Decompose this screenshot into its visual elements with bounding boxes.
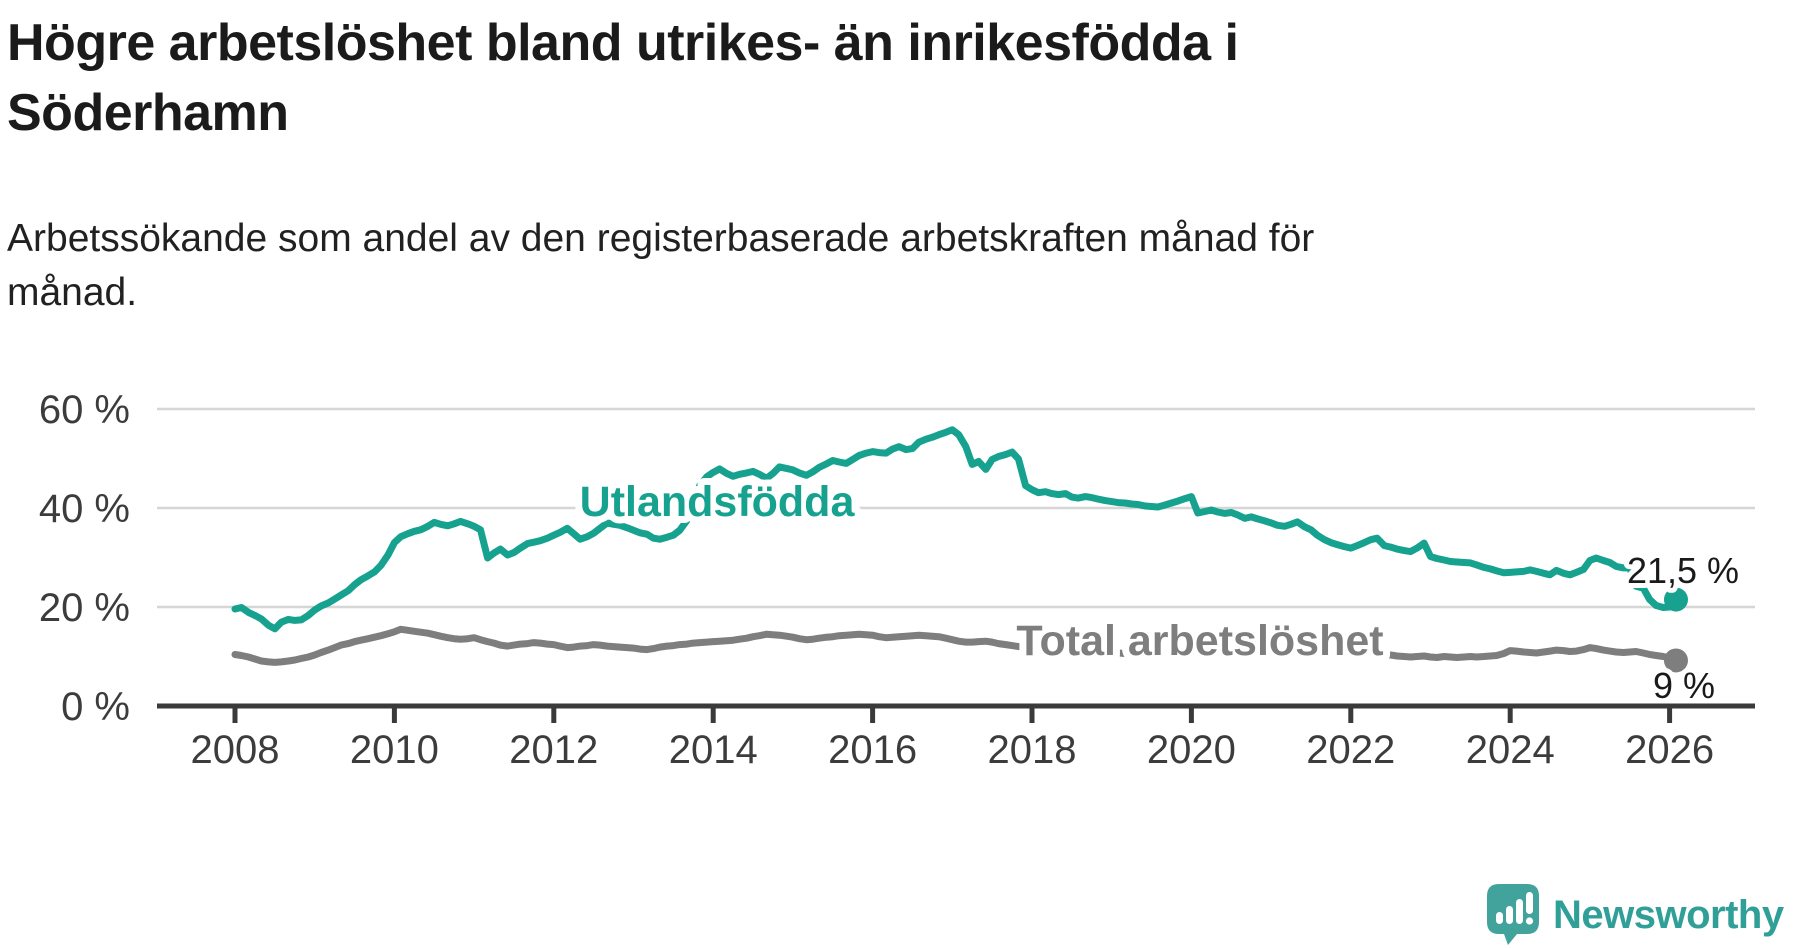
- newsworthy-logo-icon: [1487, 884, 1539, 945]
- chart-subtitle: Arbetssökande som andel av den registerb…: [7, 212, 1314, 320]
- title-line-2: Söderhamn: [7, 84, 289, 142]
- series-end-dot-utlandsfodda: [1663, 587, 1688, 612]
- x-tick-label-2022: 2022: [1306, 728, 1395, 772]
- subtitle-line-1: Arbetssökande som andel av den registerb…: [7, 217, 1315, 260]
- x-tick-label-2026: 2026: [1625, 728, 1714, 772]
- bar-3: [1516, 899, 1523, 924]
- x-tick-label-2012: 2012: [509, 728, 598, 772]
- exclamation-dot: [1525, 917, 1534, 925]
- x-tick-label-2008: 2008: [191, 728, 280, 772]
- bar-2: [1506, 906, 1513, 924]
- newsworthy-logo: Newsworthy: [1487, 884, 1784, 946]
- series-end-dot-total: [1663, 648, 1688, 673]
- series-line-total: [231, 625, 1680, 666]
- x-tick-label-2010: 2010: [350, 728, 439, 772]
- y-tick-label-0: 0 %: [61, 685, 130, 729]
- x-tick-label-2024: 2024: [1466, 728, 1555, 772]
- series-label-utlandsfodda: Utlandsfödda: [580, 478, 856, 526]
- title-line-1: Högre arbetslöshet bland utrikes- än inr…: [7, 14, 1239, 72]
- value-label-utlandsfodda: 21,5 %: [1627, 550, 1739, 591]
- series-label-total: Total arbetslöshet: [1016, 617, 1383, 665]
- bar-1: [1496, 912, 1503, 924]
- x-tick-label-2020: 2020: [1147, 728, 1236, 772]
- value-label-total: 9 %: [1653, 665, 1715, 706]
- page-title: Högre arbetslöshet bland utrikes- än inr…: [7, 8, 1239, 148]
- series-line-utlandsfodda: [231, 426, 1680, 633]
- exclamation-bar: [1526, 892, 1533, 914]
- y-tick-label-60: 60 %: [39, 388, 130, 432]
- y-tick-label-40: 40 %: [39, 487, 130, 531]
- y-tick-label-20: 20 %: [39, 586, 130, 630]
- x-tick-label-2016: 2016: [828, 728, 917, 772]
- subtitle-line-2: månad.: [7, 271, 138, 314]
- newsworthy-logo-text: Newsworthy: [1553, 893, 1784, 937]
- x-tick-label-2018: 2018: [988, 728, 1077, 772]
- x-tick-label-2014: 2014: [669, 728, 758, 772]
